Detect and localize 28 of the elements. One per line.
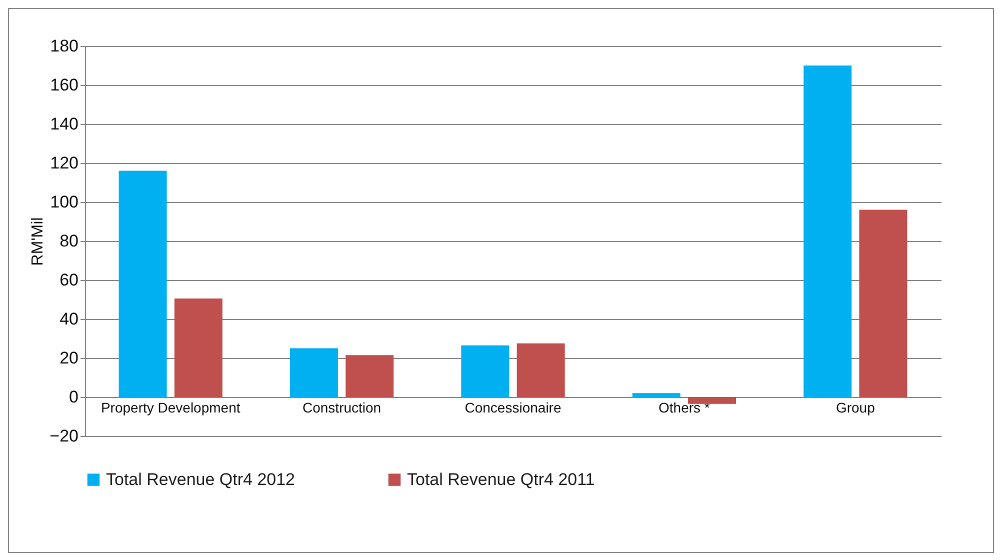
y-tick-label: 120 [50,154,78,172]
bar [346,355,394,397]
legend-label: Total Revenue Qtr4 2011 [407,470,595,489]
y-tick-label: 0 [69,388,78,406]
bar [804,66,852,397]
y-tick-label: 80 [60,232,78,250]
y-tick-label: 140 [50,114,78,134]
bar [516,343,565,397]
y-tick-label: 60 [60,270,78,290]
bar [290,348,338,397]
x-tick-label: Concessionaire [464,400,562,416]
bar [461,345,510,397]
bar [118,170,167,397]
bar [174,298,222,397]
y-tick-label: 100 [50,192,78,212]
x-tick-label: Construction [302,400,382,416]
bar [632,393,680,397]
y-tick-label: 160 [50,76,78,94]
legend-label: Total Revenue Qtr4 2012 [106,470,296,489]
bar [688,397,736,404]
x-tick-label: Property Development [100,400,240,416]
y-axis-title: RM'Mil [30,217,47,266]
y-tick-label: 40 [60,310,78,328]
y-tick-label: 20 [60,348,78,368]
y-tick-label: 180 [50,36,78,56]
x-tick-label: Group [836,400,876,416]
bar [859,210,908,397]
y-tick-label: −20 [50,426,78,446]
